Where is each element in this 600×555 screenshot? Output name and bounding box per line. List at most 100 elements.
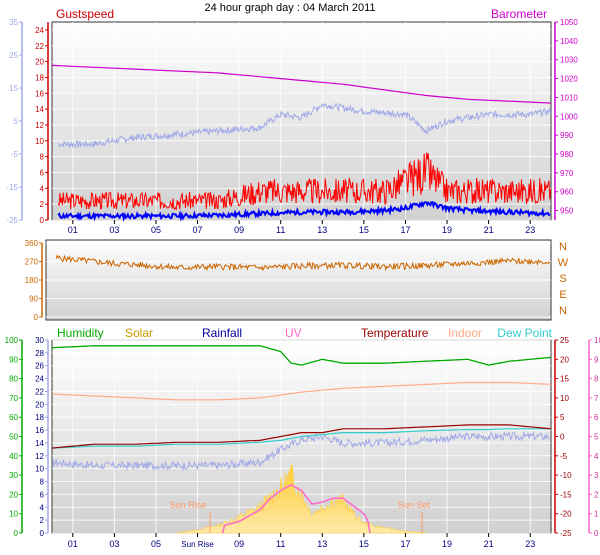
- x-tick-label: 05: [151, 539, 161, 549]
- humidity-axis-label: 10: [9, 510, 18, 519]
- temperature-axis-label: -5: [560, 452, 568, 461]
- x-tick-label: 09: [234, 539, 244, 549]
- barometer-line: [51, 64, 552, 104]
- gust-axis-label: 2: [40, 200, 45, 209]
- barometer-axis-label: 1040: [560, 37, 578, 46]
- solar-axis-label: 26: [35, 362, 44, 371]
- x-tick-label: 21: [484, 225, 494, 235]
- direction-axis-label: 0: [34, 313, 39, 322]
- x-tick-label: 21: [484, 539, 494, 549]
- solar-axis-label: 14: [35, 439, 44, 448]
- legend-solar: Solar: [125, 326, 153, 340]
- temperature-axis-label: -15: [560, 490, 572, 499]
- outer-left-axis-label: 15: [9, 84, 18, 93]
- x-tick-label: 01: [68, 539, 78, 549]
- gust-axis-label: 10: [35, 137, 44, 146]
- barometer-axis-label: 1000: [560, 112, 578, 121]
- gust-axis-label: 0: [40, 216, 45, 225]
- solar-axis-label: 20: [35, 400, 44, 409]
- direction-axis-label: 90: [29, 295, 38, 304]
- outer-left-axis-label: -5: [11, 150, 19, 159]
- temperature-axis-label: -10: [560, 471, 572, 480]
- uv-axis-label: 8: [594, 375, 599, 384]
- x-tick-label: 07: [193, 225, 203, 235]
- temperature-axis-label: -20: [560, 510, 572, 519]
- gust-axis-label: 20: [35, 58, 44, 67]
- temperature-axis-label: -25: [560, 529, 572, 538]
- compass-label: N: [559, 305, 567, 317]
- solar-axis-label: 16: [35, 426, 44, 435]
- wind-baro-panel: 3525155-5-15-252422201816141210864201050…: [6, 7, 578, 235]
- outer-left-axis-label: -15: [6, 183, 18, 192]
- humidity-axis-label: 80: [9, 375, 18, 384]
- humidity-axis-label: 0: [14, 529, 19, 538]
- gust-axis-label: 8: [40, 153, 45, 162]
- x-tick-label: 17: [400, 539, 410, 549]
- solar-axis-label: 10: [35, 465, 44, 474]
- temperature-line: [57, 102, 552, 149]
- outer-left-axis-label: 5: [14, 117, 19, 126]
- x-tick-label: 13: [317, 225, 327, 235]
- legend-rainfall: Rainfall: [202, 326, 242, 340]
- temperature-axis-label: 15: [560, 375, 569, 384]
- uv-axis-label: 4: [594, 452, 599, 461]
- solar-axis-label: 2: [40, 516, 45, 525]
- x-tick-label: 13: [317, 539, 327, 549]
- gust-axis-label: 22: [35, 42, 44, 51]
- temperature-blue-line: [51, 430, 552, 471]
- solar-axis-label: 28: [35, 349, 44, 358]
- x-tick-label: 19: [442, 539, 452, 549]
- barometer-axis-label: 1020: [560, 75, 578, 84]
- x-tick-label: 23: [525, 539, 535, 549]
- barometer-axis-label: 1050: [560, 18, 578, 27]
- barometer-axis-label: 990: [560, 131, 574, 140]
- gust-axis-label: 24: [35, 26, 44, 35]
- uv-line: [221, 483, 371, 534]
- outer-left-axis-label: 35: [9, 18, 18, 27]
- direction-axis-label: 270: [25, 258, 39, 267]
- compass-label: W: [558, 257, 569, 269]
- humidity-axis-label: 60: [9, 413, 18, 422]
- outer-left-axis-label: -25: [6, 216, 18, 225]
- uv-axis-label: 1: [594, 510, 599, 519]
- humidity-axis-label: 20: [9, 490, 18, 499]
- x-tick-label: 03: [109, 225, 119, 235]
- solar-axis-label: 0: [40, 529, 45, 538]
- temperature-axis-label: 25: [560, 336, 569, 345]
- gust-axis-label: 18: [35, 73, 44, 82]
- direction-axis-label: 180: [25, 276, 39, 285]
- legend-dew-point: Dew Point: [497, 326, 552, 340]
- x-tick-label: 11: [276, 539, 285, 549]
- solar-axis-label: 8: [40, 478, 45, 487]
- temp-humidity-panel: 1009080706050403020100302826242220181614…: [5, 326, 600, 549]
- solar-axis-label: 30: [35, 336, 44, 345]
- legend-uv: UV: [285, 326, 302, 340]
- legend-indoor: Indoor: [448, 326, 482, 340]
- x-tick-label: 11: [276, 225, 285, 235]
- x-tick-label: 19: [442, 225, 452, 235]
- solar-axis-label: 24: [35, 375, 44, 384]
- temperature-axis-label: 10: [560, 394, 569, 403]
- solar-axis-label: 12: [35, 452, 44, 461]
- barometer-axis-label: 950: [560, 207, 574, 216]
- uv-axis-label: 7: [594, 394, 599, 403]
- solar-axis-label: 22: [35, 387, 44, 396]
- uv-axis-label: 0: [594, 529, 599, 538]
- x-tick-label: 15: [359, 225, 369, 235]
- legend-temperature: Temperature: [361, 326, 429, 340]
- barometer-axis-label: 980: [560, 150, 574, 159]
- uv-axis-label: 2: [594, 490, 599, 499]
- barometer-axis-label: 970: [560, 169, 574, 178]
- barometer-axis-label: 1030: [560, 56, 578, 65]
- wind-direction-line: [55, 254, 551, 272]
- humidity-axis-label: 90: [9, 355, 18, 364]
- compass-label: S: [559, 273, 566, 285]
- indoor-line: [51, 381, 552, 401]
- compass-label: E: [559, 289, 566, 301]
- gustspeed-line: [57, 152, 552, 211]
- solar-axis-label: 6: [40, 490, 45, 499]
- temperature-line: [51, 424, 552, 449]
- wind-speed-line: [57, 200, 551, 222]
- x-tick-label: 23: [525, 225, 535, 235]
